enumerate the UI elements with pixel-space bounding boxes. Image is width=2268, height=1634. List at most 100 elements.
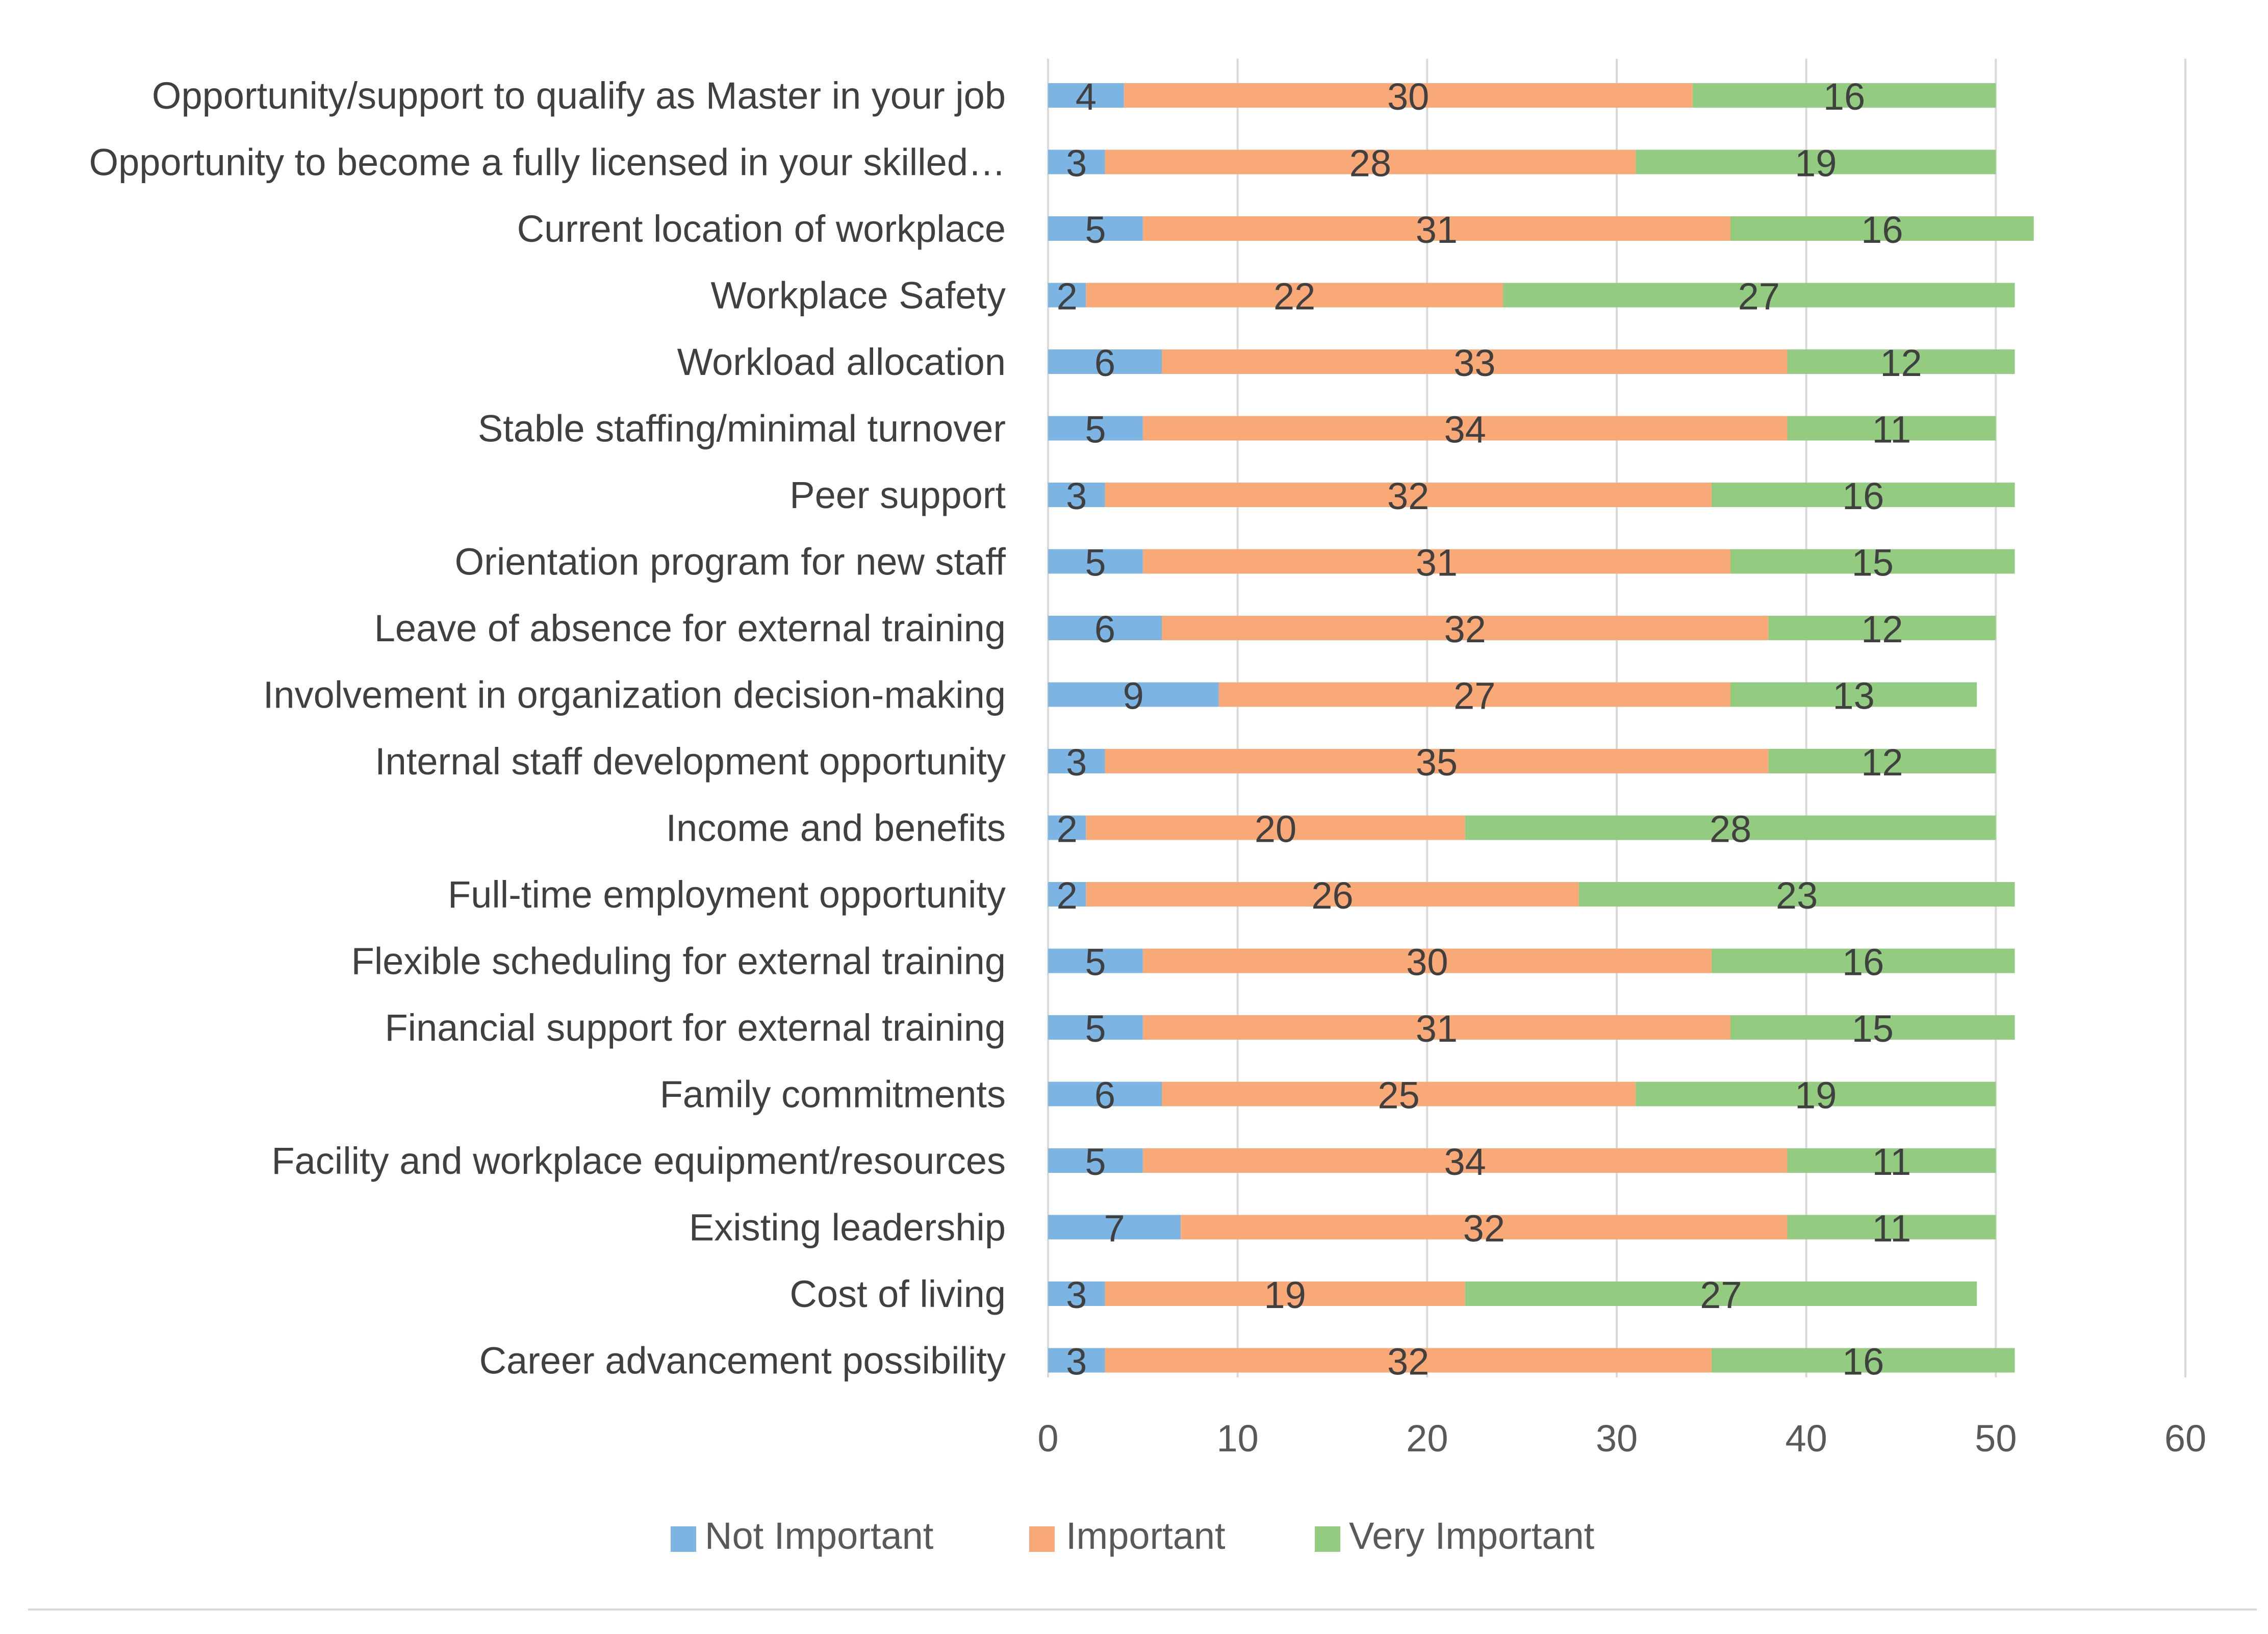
category-label: Existing leadership <box>689 1206 1006 1249</box>
bar-segment <box>1730 216 2034 241</box>
bar-segment <box>1105 483 1712 507</box>
category-label: Opportunity/support to qualify as Master… <box>152 74 1006 117</box>
data-label: 27 <box>1700 1274 1742 1316</box>
data-label: 6 <box>1094 608 1115 650</box>
bar-segment <box>1086 882 1579 907</box>
data-label: 34 <box>1444 409 1486 451</box>
data-label: 16 <box>1842 1341 1884 1383</box>
bar-segment <box>1142 549 1730 574</box>
bar-segment <box>1048 283 1086 308</box>
bar-segment <box>1162 349 1788 374</box>
bar-segment <box>1578 882 2015 907</box>
bar-segment <box>1105 1281 1465 1306</box>
bar-segment <box>1787 416 1996 441</box>
data-label: 4 <box>1076 76 1097 118</box>
bar-segment <box>1142 1148 1788 1173</box>
bar-segment <box>1181 1215 1788 1240</box>
bar-segment <box>1465 815 1996 840</box>
bars <box>1048 83 2034 1373</box>
data-label: 16 <box>1823 76 1865 118</box>
category-label: Career advancement possibility <box>479 1340 1006 1382</box>
data-label: 32 <box>1387 1341 1429 1383</box>
category-labels: Opportunity/support to qualify as Master… <box>89 74 1006 1382</box>
bar-segment <box>1787 349 2015 374</box>
data-label: 15 <box>1852 1008 1894 1050</box>
bar-segment <box>1048 682 1219 707</box>
data-label: 28 <box>1349 142 1391 185</box>
data-label: 33 <box>1454 342 1495 384</box>
data-label: 34 <box>1444 1141 1486 1183</box>
data-labels: 4 30 163 28 195 31 162 22 276 33 125 34 113 32 165 31 15… <box>1057 76 1922 1383</box>
category-label: Internal staff development opportunity <box>375 740 1006 783</box>
data-label: 32 <box>1463 1208 1505 1250</box>
data-label: 3 <box>1066 142 1087 185</box>
x-tick-label: 40 <box>1786 1417 1827 1460</box>
data-label: 28 <box>1710 808 1751 850</box>
data-label: 7 <box>1104 1208 1125 1250</box>
category-label: Cost of living <box>789 1273 1006 1315</box>
data-label: 6 <box>1094 1074 1115 1117</box>
category-label: Opportunity to become a fully licensed i… <box>89 141 1006 184</box>
data-label: 30 <box>1387 76 1429 118</box>
bar-segment <box>1711 483 2015 507</box>
bar-segment <box>1048 1281 1105 1306</box>
legend-swatch <box>671 1526 696 1552</box>
category-label: Workload allocation <box>677 341 1006 383</box>
data-label: 5 <box>1085 542 1106 584</box>
bar-segment <box>1787 1148 1996 1173</box>
bar-segment <box>1048 749 1105 773</box>
data-label: 19 <box>1264 1274 1306 1316</box>
bar-segment <box>1105 749 1769 773</box>
bar-segment <box>1105 149 1636 174</box>
bar-segment <box>1465 1281 1977 1306</box>
bar-segment <box>1086 815 1465 840</box>
data-label: 12 <box>1861 608 1903 650</box>
category-label: Financial support for external training <box>385 1007 1006 1049</box>
bar-segment <box>1787 1215 1996 1240</box>
bar-segment <box>1142 948 1712 973</box>
category-label: Involvement in organization decision-mak… <box>263 674 1006 716</box>
bar-segment <box>1768 616 1996 640</box>
bar-segment <box>1730 549 2015 574</box>
data-label: 31 <box>1416 542 1458 584</box>
bar-segment <box>1768 749 1996 773</box>
category-label: Stable staffing/minimal turnover <box>478 408 1006 450</box>
gridlines <box>1047 59 2186 1377</box>
data-label: 15 <box>1852 542 1894 584</box>
data-label: 3 <box>1066 1341 1087 1383</box>
x-tick-label: 0 <box>1037 1417 1058 1460</box>
data-label: 27 <box>1454 675 1495 717</box>
bar-segment <box>1218 682 1730 707</box>
legend-label: Very Important <box>1349 1515 1595 1557</box>
data-label: 2 <box>1057 874 1078 917</box>
data-label: 16 <box>1861 209 1903 251</box>
data-label: 27 <box>1738 275 1780 318</box>
data-label: 31 <box>1416 1008 1458 1050</box>
bar-segment <box>1105 1348 1712 1373</box>
bar-segment <box>1730 682 1977 707</box>
data-label: 13 <box>1832 675 1874 717</box>
data-label: 19 <box>1795 1074 1837 1117</box>
x-tick-label: 10 <box>1217 1417 1259 1460</box>
bar-segment <box>1048 1348 1105 1373</box>
category-label: Workplace Safety <box>710 274 1006 317</box>
bar-segment <box>1142 416 1788 441</box>
category-label: Income and benefits <box>666 807 1006 849</box>
bar-segment <box>1048 349 1162 374</box>
bar-segment <box>1048 1082 1162 1107</box>
bar-segment <box>1048 549 1143 574</box>
data-label: 11 <box>1872 1208 1912 1250</box>
data-label: 32 <box>1444 608 1486 650</box>
data-label: 25 <box>1378 1074 1419 1117</box>
data-label: 22 <box>1273 275 1315 318</box>
x-tick-label: 30 <box>1596 1417 1638 1460</box>
data-label: 20 <box>1255 808 1296 850</box>
bar-segment <box>1048 483 1105 507</box>
x-tick-label: 60 <box>2164 1417 2206 1460</box>
bar-segment <box>1711 948 2015 973</box>
data-label: 19 <box>1795 142 1837 185</box>
bar-segment <box>1048 882 1086 907</box>
data-label: 32 <box>1387 475 1429 517</box>
